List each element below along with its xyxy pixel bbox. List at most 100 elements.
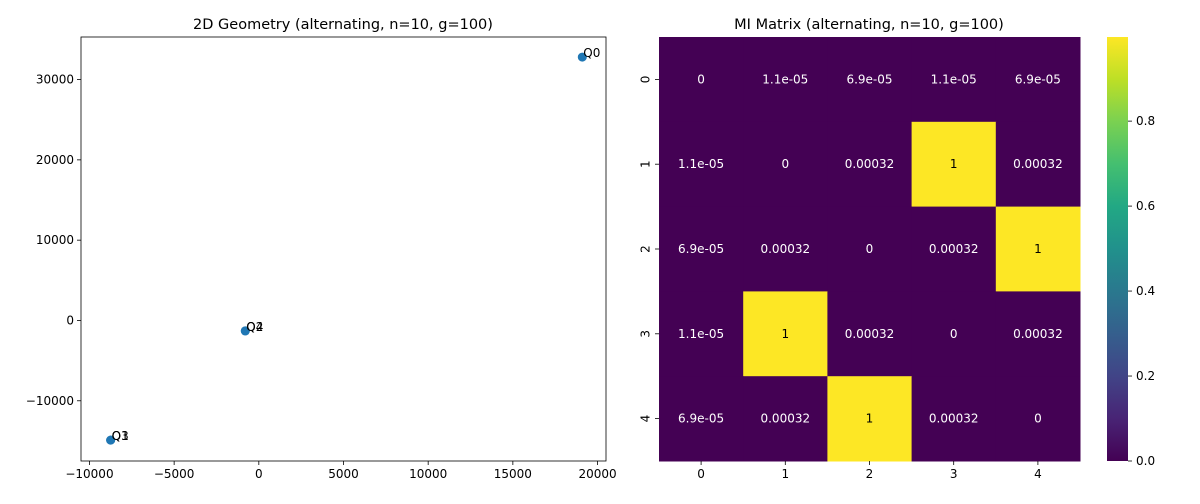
heatmap-x-axis: 0 1 2 3 4 <box>697 461 1042 481</box>
scatter-title: 2D Geometry (alternating, n=10, g=100) <box>193 17 493 33</box>
heatmap-y-tick-label: 4 <box>639 415 653 423</box>
colorbar-tick-label: 0.0 <box>1136 454 1155 468</box>
heatmap-cell-label: 0.00032 <box>845 157 895 171</box>
heatmap-cell <box>827 291 913 377</box>
heatmap-cells: 0 1.1e-05 6.9e-05 1.1e-05 6.9e-05 1.1e-05 0 0.0… <box>659 37 1081 462</box>
heatmap-cell <box>827 121 913 208</box>
scatter-point-q4 <box>240 326 250 336</box>
colorbar-tick-label: 0.2 <box>1136 369 1155 383</box>
scatter-x-tick-label: 5000 <box>328 467 359 481</box>
heatmap-cell <box>911 376 997 462</box>
heatmap-cell-label: 1 <box>781 327 789 341</box>
heatmap-cell <box>827 37 913 123</box>
heatmap-cell-label: 1 <box>1034 242 1042 256</box>
scatter-plot-area <box>80 36 607 462</box>
heatmap-cell <box>827 206 913 292</box>
scatter-y-tick-label: 20000 <box>36 153 74 167</box>
heatmap-cell-label: 1 <box>950 157 958 171</box>
scatter-chart: 2D Geometry (alternating, n=10, g=100) −… <box>26 17 617 481</box>
scatter-x-axis: −10000 −5000 0 5000 10000 15000 20000 <box>65 461 617 481</box>
scatter-x-tick-label: 10000 <box>409 467 447 481</box>
scatter-x-tick-label: 15000 <box>494 467 532 481</box>
scatter-y-tick-label: 0 <box>66 313 74 327</box>
heatmap-x-tick-label: 2 <box>866 467 874 481</box>
heatmap-cell <box>995 37 1081 123</box>
scatter-point-label-q4: Q4 <box>246 320 263 334</box>
heatmap-x-tick-label: 3 <box>950 467 958 481</box>
heatmap-cell <box>659 291 744 377</box>
heatmap-y-tick-label: 2 <box>639 245 653 253</box>
heatmap-cell <box>911 37 997 123</box>
heatmap-y-axis: 0 1 2 3 4 <box>639 76 659 423</box>
heatmap-cell-label: 0.00032 <box>760 412 810 426</box>
colorbar-tick-label: 0.6 <box>1136 199 1155 213</box>
heatmap-cell-label: 6.9e-05 <box>846 72 892 86</box>
colorbar: 0.0 0.2 0.4 0.6 0.8 <box>1107 37 1155 468</box>
scatter-point-label-q2: Q2 <box>246 320 263 334</box>
heatmap-chart: MI Matrix (alternating, n=10, g=100) 0 1.… <box>639 17 1156 481</box>
heatmap-cell <box>659 376 744 462</box>
scatter-point-q0 <box>577 52 587 62</box>
heatmap-cell <box>743 291 828 377</box>
heatmap-cell-label: 0.00032 <box>1013 157 1063 171</box>
heatmap-cell-label: 0 <box>866 242 874 256</box>
heatmap-cell-label: 0 <box>950 327 958 341</box>
heatmap-cell <box>659 37 744 123</box>
heatmap-cell <box>995 121 1081 208</box>
heatmap-cell-label: 1.1e-05 <box>931 72 977 86</box>
heatmap-cell-label: 0.00032 <box>929 412 979 426</box>
scatter-point-label-q1: Q1 <box>112 429 129 443</box>
heatmap-cell <box>995 376 1081 462</box>
heatmap-cell <box>827 376 913 462</box>
colorbar-tick-label: 0.8 <box>1136 114 1155 128</box>
scatter-x-tick-label: 0 <box>255 467 263 481</box>
heatmap-cell-label: 0.00032 <box>760 242 810 256</box>
heatmap-title: MI Matrix (alternating, n=10, g=100) <box>734 17 1004 33</box>
heatmap-y-tick-label: 1 <box>639 160 653 168</box>
heatmap-cell <box>995 291 1081 377</box>
scatter-y-axis: −10000 0 10000 20000 30000 <box>26 73 81 408</box>
heatmap-cell-label: 1.1e-05 <box>762 72 808 86</box>
heatmap-cell-label: 0.00032 <box>929 242 979 256</box>
scatter-points: Q0 Q1 Q2 Q3 Q4 <box>106 46 600 445</box>
heatmap-cell-label: 0 <box>1034 412 1042 426</box>
heatmap-cell <box>911 206 997 292</box>
heatmap-cell <box>743 376 828 462</box>
scatter-y-tick-label: −10000 <box>26 394 74 408</box>
heatmap-cell-label: 0.00032 <box>1013 327 1063 341</box>
colorbar-gradient <box>1107 37 1128 461</box>
heatmap-cell-label: 1.1e-05 <box>678 327 724 341</box>
heatmap-y-tick-label: 0 <box>639 76 653 84</box>
heatmap-cell <box>659 206 744 292</box>
heatmap-cell-label: 0 <box>781 157 789 171</box>
colorbar-ticks: 0.0 0.2 0.4 0.6 0.8 <box>1128 114 1155 468</box>
heatmap-cell <box>743 206 828 292</box>
heatmap-cell-label: 1.1e-05 <box>678 157 724 171</box>
heatmap-cell-label: 0.00032 <box>845 327 895 341</box>
heatmap-cell-label: 0 <box>697 72 705 86</box>
scatter-y-tick-label: 30000 <box>36 73 74 87</box>
heatmap-cell <box>911 121 997 208</box>
heatmap-x-tick-label: 1 <box>781 467 789 481</box>
heatmap-cell <box>743 121 828 208</box>
colorbar-tick-label: 0.4 <box>1136 284 1155 298</box>
scatter-point-label-q0: Q0 <box>583 46 600 60</box>
heatmap-cell <box>911 291 997 377</box>
scatter-point-label-q3: Q3 <box>112 429 129 443</box>
heatmap-cell <box>995 206 1081 292</box>
heatmap-cell-label: 1 <box>866 412 874 426</box>
scatter-y-tick-label: 10000 <box>36 233 74 247</box>
heatmap-y-tick-label: 3 <box>639 330 653 338</box>
heatmap-cell <box>743 37 828 123</box>
scatter-point-q3 <box>106 435 116 445</box>
heatmap-cell-label: 6.9e-05 <box>1015 72 1061 86</box>
heatmap-cell-label: 6.9e-05 <box>678 242 724 256</box>
heatmap-cell-label: 6.9e-05 <box>678 412 724 426</box>
heatmap-x-tick-label: 0 <box>697 467 705 481</box>
scatter-x-tick-label: −10000 <box>65 467 113 481</box>
heatmap-cell <box>659 121 744 208</box>
scatter-x-tick-label: −5000 <box>154 467 195 481</box>
scatter-x-tick-label: 20000 <box>578 467 616 481</box>
